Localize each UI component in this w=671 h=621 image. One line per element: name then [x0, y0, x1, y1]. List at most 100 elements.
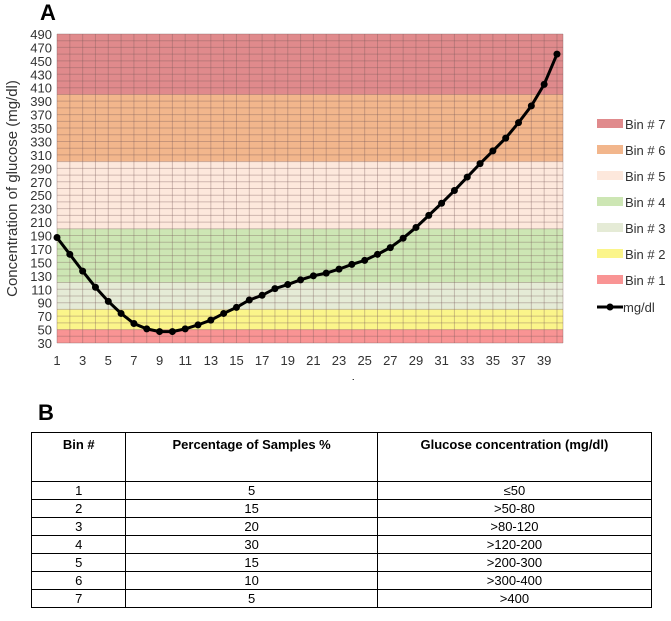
data-point: [438, 199, 446, 207]
table-cell: 10: [125, 571, 378, 590]
data-point: [399, 234, 407, 242]
table-cell: >200-300: [376, 553, 653, 572]
y-tick-label: 270: [30, 175, 52, 190]
table-row: 3 20 >80-120: [30, 517, 653, 536]
x-tick-label: 3: [79, 353, 86, 368]
data-point: [527, 102, 535, 110]
table-row: 5 15 >200-300: [30, 553, 653, 572]
x-tick-label: 1: [53, 353, 60, 368]
bin-table: Bin # Percentage of Samples % Glucose conc…: [30, 432, 653, 608]
data-point: [374, 250, 381, 258]
data-point: [540, 80, 548, 88]
band: [57, 161, 563, 229]
legend-swatch: [597, 275, 623, 284]
table-cell: 3: [30, 517, 127, 536]
table-row: 4 30 >120-200: [30, 535, 653, 554]
data-point: [130, 320, 138, 328]
x-tick-label: 39: [537, 353, 551, 368]
data-point: [463, 173, 471, 181]
y-tick-label: 490: [30, 27, 52, 42]
y-tick-label: 90: [38, 296, 52, 311]
x-tick-label: 29: [409, 353, 423, 368]
table-row: 6 10 >300-400: [30, 571, 653, 590]
x-tick-label: 35: [486, 353, 500, 368]
x-tick-label: 13: [204, 353, 218, 368]
data-point: [79, 267, 87, 275]
data-point: [335, 265, 343, 273]
table-row: 2 15 >50-80: [30, 499, 653, 518]
x-tick-label: 11: [178, 353, 192, 368]
data-point: [117, 309, 125, 317]
legend-label: Bin # 7: [625, 117, 665, 132]
table-cell: 1: [30, 481, 127, 500]
table-cell: ≤50: [376, 481, 653, 500]
x-tick-label: 37: [511, 353, 525, 368]
table-cell: 30: [125, 535, 378, 554]
glucose-chart: 3050709011013015017019021023025027029031…: [4, 27, 665, 380]
x-tick-label: 9: [156, 353, 163, 368]
data-point: [348, 260, 356, 268]
table-header: Percentage of Samples %: [125, 432, 378, 482]
y-tick-label: 50: [38, 323, 52, 338]
table-cell: >120-200: [376, 535, 653, 554]
data-point: [297, 276, 305, 284]
table-header: Bin #: [30, 432, 127, 482]
table-cell: >80-120: [376, 517, 653, 536]
data-point: [489, 147, 497, 155]
x-tick-label: 15: [229, 353, 243, 368]
data-point: [450, 187, 458, 195]
table-cell: >300-400: [376, 571, 653, 590]
legend-swatch: [597, 145, 623, 154]
legend-swatch: [597, 249, 623, 258]
x-tick-label: 21: [306, 353, 320, 368]
y-tick-label: 190: [30, 229, 52, 244]
y-tick-label: 150: [30, 255, 52, 270]
x-tick-label: 25: [357, 353, 371, 368]
data-point: [66, 250, 74, 258]
data-point: [104, 297, 112, 305]
x-tick-label: 31: [434, 353, 448, 368]
legend-swatch: [597, 223, 623, 232]
y-tick-label: 310: [30, 148, 52, 163]
table-row: 1 5 ≤50: [30, 481, 653, 500]
y-tick-label: 370: [30, 108, 52, 123]
data-point: [553, 50, 561, 58]
data-point: [271, 285, 279, 293]
table-cell: 5: [125, 481, 378, 500]
data-point: [168, 328, 176, 336]
data-point: [502, 134, 510, 142]
y-tick-label: 470: [30, 40, 52, 55]
x-tick-label: 23: [332, 353, 346, 368]
legend-label: mg/dl: [623, 300, 655, 315]
data-point: [245, 296, 253, 304]
y-tick-label: 110: [31, 282, 52, 297]
data-point: [53, 234, 61, 242]
data-point: [143, 325, 151, 333]
legend-label: Bin # 5: [625, 169, 665, 184]
y-tick-label: 250: [30, 188, 52, 203]
legend-marker: [606, 303, 614, 311]
data-point: [386, 244, 394, 252]
legend-label: Bin # 1: [625, 273, 665, 288]
y-tick-label: 210: [30, 215, 52, 230]
panel-label-b: B: [38, 400, 54, 425]
x-axis-label: Measurement number: [227, 377, 374, 380]
band: [57, 94, 563, 162]
data-point: [156, 328, 164, 336]
y-tick-label: 430: [30, 67, 52, 82]
table-cell: 7: [30, 589, 127, 608]
series-line: [55, 53, 559, 334]
table-cell: 5: [30, 553, 127, 572]
x-tick-label: 7: [130, 353, 137, 368]
legend-swatch: [597, 171, 623, 180]
y-axis-label: Concentration of glucose (mg/dl): [4, 80, 21, 297]
data-point: [207, 316, 215, 324]
data-point: [515, 119, 523, 127]
x-tick-label: 5: [105, 353, 112, 368]
data-point: [476, 160, 484, 168]
x-tick-label: 27: [383, 353, 397, 368]
y-tick-label: 70: [38, 309, 52, 324]
table-cell: 15: [125, 553, 378, 572]
band: [57, 282, 563, 310]
y-tick-label: 450: [30, 54, 52, 69]
